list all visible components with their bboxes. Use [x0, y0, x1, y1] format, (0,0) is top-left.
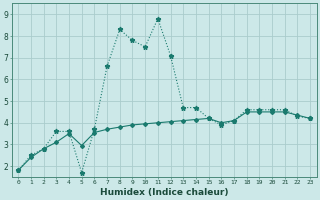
X-axis label: Humidex (Indice chaleur): Humidex (Indice chaleur) — [100, 188, 228, 197]
